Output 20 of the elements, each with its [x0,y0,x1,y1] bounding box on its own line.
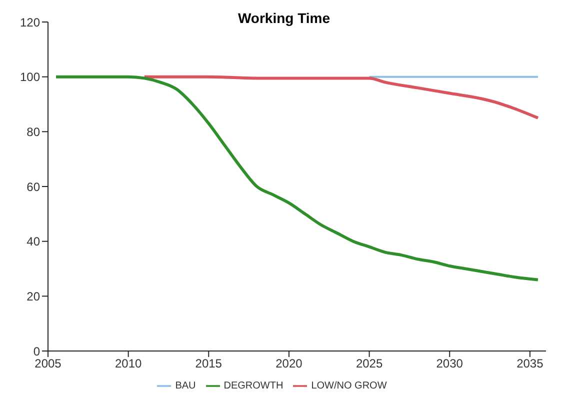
line-series [142,75,540,120]
y-tick-label: 60 [26,180,40,194]
x-tick-label: 2030 [436,356,464,371]
x-tick-label: 2020 [276,356,303,371]
x-tick-label: 2010 [114,356,142,371]
y-tick-label: 80 [26,124,40,139]
y-tick-label: 40 [26,234,40,249]
x-tick-label: 2025 [356,356,383,371]
chart-title: Working Time [238,10,330,26]
legend-label: LOW/NO GROW [311,380,387,392]
y-tick-label: 20 [26,289,40,304]
x-tick-label: 2035 [516,356,544,371]
legend-label: BAU [175,380,196,392]
x-tick-label: 2015 [195,356,222,371]
y-tick-label: 0 [33,344,40,358]
y-tick-label: 120 [20,15,40,30]
line-series [54,75,540,282]
y-tick-label: 100 [20,70,40,84]
legend-label: DEGROWTH [224,380,284,392]
x-tick-label: 2005 [34,356,62,371]
